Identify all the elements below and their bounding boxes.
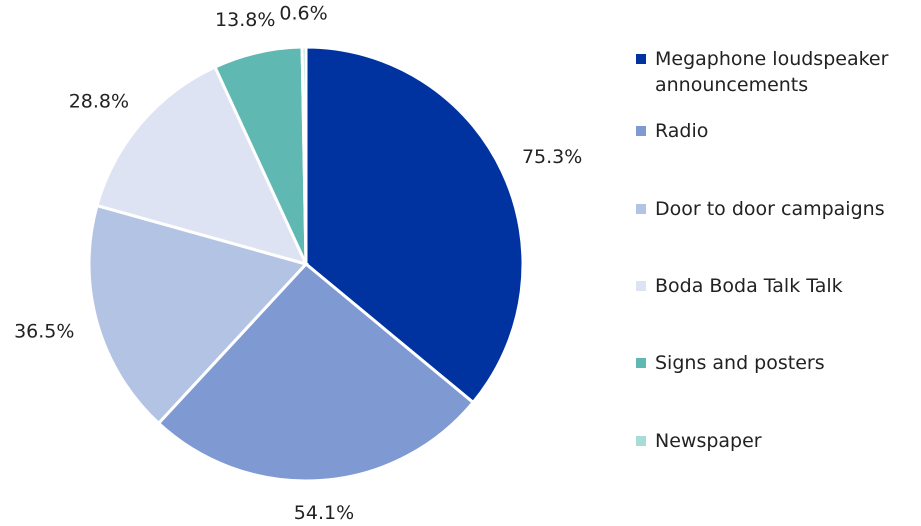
legend-swatch [636, 358, 646, 368]
data-label: 75.3% [522, 146, 582, 168]
data-label: 0.6% [279, 3, 327, 25]
legend-item: Megaphone loudspeaker announcements [636, 46, 917, 98]
legend-label: Boda Boda Talk Talk [655, 275, 843, 297]
legend-swatch [636, 54, 646, 64]
legend-item: Signs and posters [636, 350, 917, 376]
data-label: 28.8% [69, 90, 129, 112]
pie-slice [156, 261, 476, 483]
legend-label: Signs and posters [655, 352, 825, 374]
legend-item: Door to door campaigns [636, 196, 917, 222]
data-label: 36.5% [14, 321, 74, 343]
legend-label: Newspaper [655, 430, 762, 452]
pie-slice [95, 65, 309, 267]
legend-item: Boda Boda Talk Talk [636, 273, 917, 299]
data-label: 13.8% [215, 9, 275, 31]
data-label: 54.1% [294, 502, 354, 524]
legend-label: Door to door campaigns [655, 198, 885, 220]
pie-slice [87, 203, 309, 426]
legend-swatch [636, 126, 646, 136]
legend-item: Radio [636, 118, 917, 144]
legend-swatch [636, 204, 646, 214]
legend-label: Megaphone loudspeaker announcements [655, 48, 889, 96]
legend-item: Newspaper [636, 428, 917, 454]
pie-slice [300, 45, 308, 265]
legend-swatch [636, 281, 646, 291]
legend-swatch [636, 436, 646, 446]
pie-slice [304, 45, 525, 405]
legend-label: Radio [655, 120, 709, 142]
